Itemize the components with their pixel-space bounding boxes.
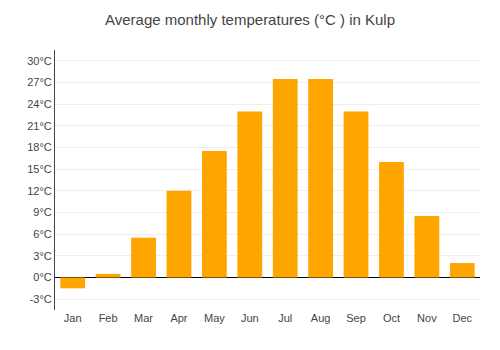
svg-text:27°C: 27°C	[27, 76, 52, 88]
svg-text:Apr: Apr	[170, 312, 187, 324]
svg-text:3°C: 3°C	[33, 250, 52, 262]
svg-text:Mar: Mar	[134, 312, 153, 324]
svg-text:Feb: Feb	[99, 312, 118, 324]
svg-text:24°C: 24°C	[27, 98, 52, 110]
svg-text:21°C: 21°C	[27, 120, 52, 132]
svg-text:15°C: 15°C	[27, 163, 52, 175]
svg-text:12°C: 12°C	[27, 185, 52, 197]
svg-text:Sep: Sep	[346, 312, 366, 324]
svg-text:Jul: Jul	[278, 312, 292, 324]
svg-text:Dec: Dec	[453, 312, 473, 324]
svg-text:0°C: 0°C	[33, 271, 52, 283]
svg-text:Jun: Jun	[241, 312, 259, 324]
svg-text:18°C: 18°C	[27, 141, 52, 153]
svg-text:9°C: 9°C	[33, 206, 52, 218]
svg-text:Aug: Aug	[311, 312, 331, 324]
svg-text:Nov: Nov	[417, 312, 437, 324]
svg-text:May: May	[204, 312, 225, 324]
svg-text:30°C: 30°C	[27, 55, 52, 67]
svg-text:Oct: Oct	[383, 312, 400, 324]
svg-text:Jan: Jan	[64, 312, 82, 324]
svg-text:-3°C: -3°C	[30, 293, 52, 305]
svg-text:6°C: 6°C	[33, 228, 52, 240]
svg-text:Average monthly temperatures (: Average monthly temperatures (°C ) in Ku…	[105, 11, 395, 28]
